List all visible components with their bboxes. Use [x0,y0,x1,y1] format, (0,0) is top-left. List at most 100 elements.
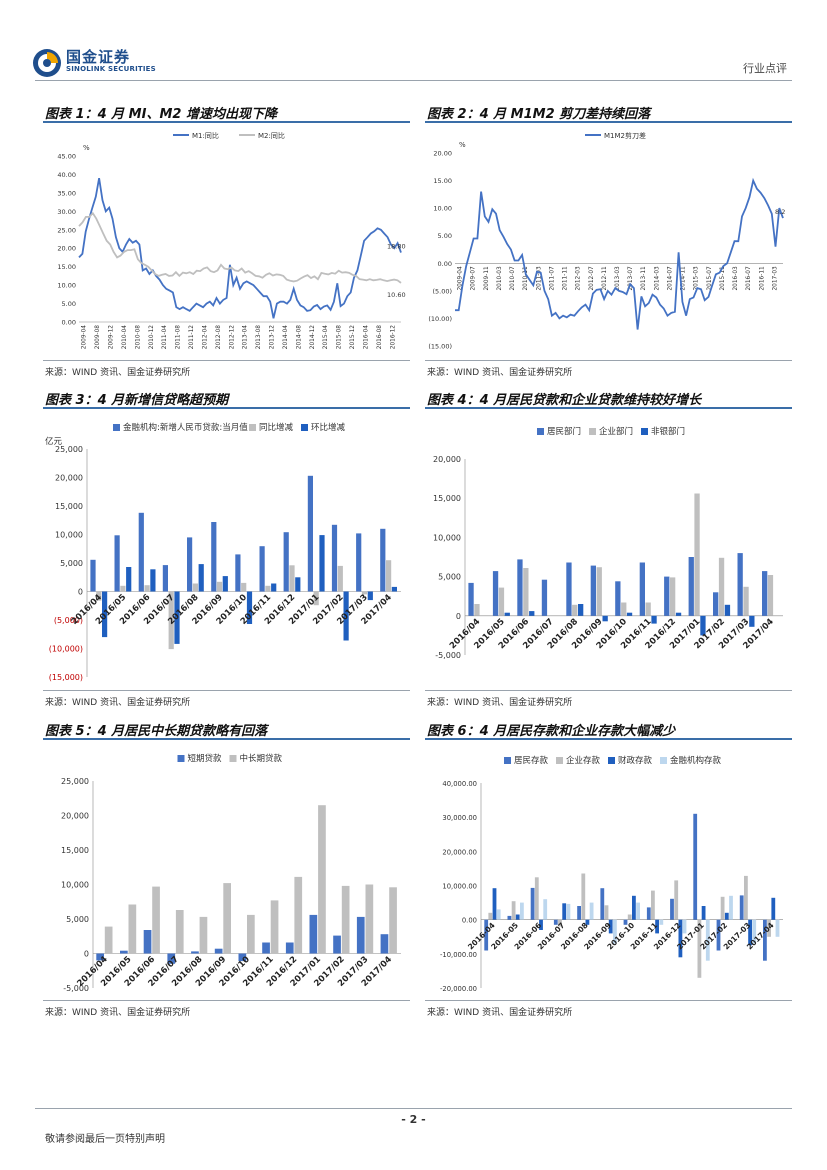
bar [289,565,295,592]
y-tick-label: -5,000 [435,651,461,660]
x-tick-label: 2016-04 [363,325,369,350]
y-tick-label: -20,000.00 [440,985,477,993]
x-tick-label: 2010-08 [135,325,141,350]
bar [701,906,706,920]
bar [492,888,497,920]
bar [187,537,193,592]
panel-3-source: 来源：WIND 资讯、国金证券研究所 [45,698,191,708]
chart-m1-m2-yoy: 0.00 5.00 10.00 15.00 20.00 25.00 30.00 35.00 40… [57,131,405,350]
x-tick-label: 2009-04 [458,266,464,291]
x-tick-label: 2010-04 [122,325,128,350]
bar [333,935,341,954]
bar [319,535,325,592]
panel-3-source-rule [43,690,410,691]
bar [752,919,757,944]
bar [767,575,774,616]
x-tick-label: 2015-12 [350,325,356,350]
bar [670,898,674,920]
bar [626,612,633,616]
bar [621,602,627,616]
bar [744,875,748,920]
x-tick-label: 2012-07 [589,266,595,291]
panel-2-rule [425,121,792,123]
bar [270,900,279,954]
bar [247,914,255,954]
y-tick-label: 40,000.00 [442,780,477,788]
legend-label: 金融机构存款 [670,755,722,766]
bar [716,919,721,951]
y-tick-label: 10,000 [55,531,83,540]
y-tick-label: 5.00 [62,300,76,308]
y-tick-label: 20.00 [57,245,76,253]
y-tick-label: (15.00) [428,343,452,351]
bar [199,916,208,954]
bar [529,611,535,616]
bar [271,583,277,592]
panel-6-source-rule [425,1000,792,1001]
y-tick-label: 10,000 [433,533,461,542]
legend-swatch [229,755,237,762]
bar [705,919,710,961]
bar [361,591,368,595]
bar [265,585,271,592]
x-tick-label: 2012-04 [202,325,208,350]
bar [602,615,608,622]
x-tick-label: 2009-08 [95,325,101,350]
chart-household-loans: -5,00005,00010,00015,00020,00025,0002016… [61,753,401,993]
bar [562,903,567,920]
bar [749,615,755,627]
bar [295,577,301,592]
bar [331,524,338,592]
bar [655,919,659,934]
x-tick-label: 2012-11 [602,266,608,291]
bar [262,942,270,954]
x-tick-label: 2013-08 [256,325,262,350]
bar [585,919,590,925]
x-tick-label: 2011-07 [549,266,555,291]
legend-swatch [641,428,648,435]
company-name-cn: 国金证券 [66,48,131,66]
panel-4-source-rule [425,690,792,691]
x-tick-label: 2014-08 [296,325,302,350]
y-tick-label: 20.00 [433,150,452,158]
y-tick-label: 10,000.00 [442,883,477,891]
bar [664,576,670,616]
y-tick-label: 30.00 [57,208,76,216]
panel-6-title: 图表 6：4 月居民存款和企业存款大幅减少 [427,724,676,739]
y-tick-label: 0.00 [462,917,477,925]
panel-4-title: 图表 4：4 月居民贷款和企业贷款维持较好增长 [427,393,702,408]
legend-swatch [113,424,120,431]
bar [639,562,645,616]
y-tick-label: 15,000 [61,846,89,855]
x-tick-label: 2015-08 [337,325,343,350]
bar [168,591,174,650]
bar [530,887,535,920]
legend-swatch [301,424,308,431]
bar [566,903,571,920]
bar [380,934,389,954]
y-tick-label: 40.00 [57,171,76,179]
bar [590,565,596,616]
bar [90,559,96,592]
y-tick-label: 35.00 [57,189,76,197]
y-tick-label: 5,000 [438,573,461,582]
legend-swatch [660,757,667,764]
x-tick-label: 2013-03 [615,266,621,291]
bar [198,564,204,592]
bar [104,926,113,954]
series-line [78,211,402,284]
x-tick-label: 2009-11 [484,266,490,291]
x-tick-label: 2014-04 [283,325,289,350]
bar [604,905,609,920]
y-tick-label: (15,000) [49,673,83,682]
bar [720,896,725,920]
bar [337,565,343,592]
legend-label: 环比增减 [311,422,346,433]
bar [775,919,780,937]
panel-2-source-rule [425,360,792,361]
bar [283,532,289,592]
legend-label: 中长期贷款 [240,753,283,764]
panel-3-rule [43,407,410,409]
legend-swatch [589,428,596,435]
legend-label: 非银部门 [651,426,685,437]
